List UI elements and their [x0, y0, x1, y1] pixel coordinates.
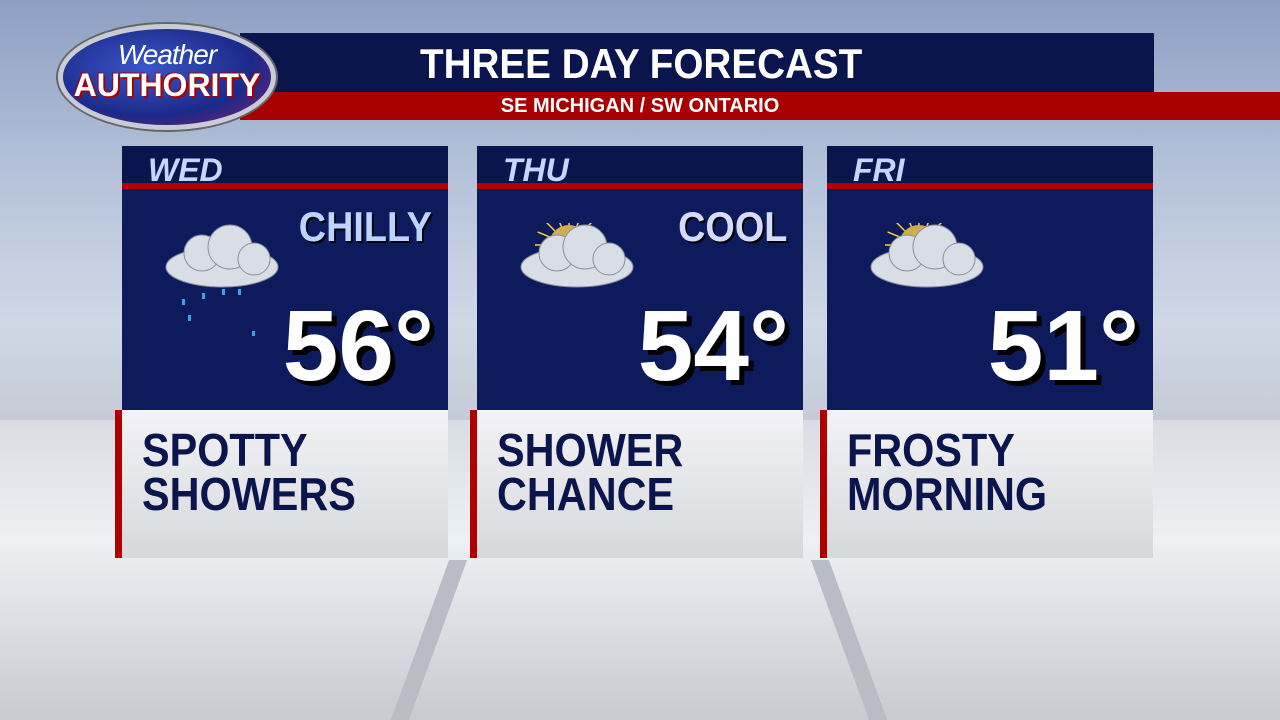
high-temperature: 54°: [637, 290, 789, 402]
forecast-body: COOL 54°: [477, 189, 803, 410]
high-temperature: 56°: [282, 290, 434, 402]
condition-panel: FROSTY MORNING: [820, 410, 1153, 558]
forecast-card-2: FRI 51° FROSTY MORNING: [820, 146, 1153, 564]
condition-line2: CHANCE: [497, 468, 675, 520]
temperature-adjective: CHILLY: [298, 203, 432, 250]
condition-line1: SHOWER: [497, 424, 684, 476]
logo-line2: AUTHORITY: [73, 67, 261, 103]
condition-line1: FROSTY: [847, 424, 1015, 476]
weather-authority-logo: Weather AUTHORITY: [58, 24, 276, 130]
logo-line1: Weather: [117, 39, 217, 70]
header-bar: [240, 33, 1154, 92]
high-temperature: 51°: [987, 290, 1139, 402]
condition-line2: SHOWERS: [142, 468, 356, 520]
condition-panel: SPOTTY SHOWERS: [115, 410, 448, 558]
temperature-adjective: COOL: [677, 203, 787, 250]
partly-sunny-cloud-icon: [870, 223, 984, 288]
forecast-card-0: WED CHILLY 56° SPOTTY SHOWERS: [115, 146, 448, 564]
partly-sunny-cloud-icon: [520, 223, 634, 288]
day-label: THU: [477, 146, 803, 189]
day-label: WED: [122, 146, 448, 189]
day-label: FRI: [827, 146, 1153, 189]
rain-cloud-icon: [165, 224, 279, 336]
condition-line1: SPOTTY: [142, 424, 308, 476]
forecast-card-1: THU COOL 54° SHOWER CHANCE: [470, 146, 803, 564]
forecast-body: 51°: [827, 189, 1153, 410]
region-subtitle: SE MICHIGAN / SW ONTARIO: [500, 95, 780, 117]
condition-panel: SHOWER CHANCE: [470, 410, 803, 558]
forecast-body: CHILLY 56°: [122, 189, 448, 410]
condition-line2: MORNING: [847, 468, 1048, 520]
subtitle-bar: [240, 92, 1280, 120]
page-title: THREE DAY FORECAST: [420, 40, 863, 87]
